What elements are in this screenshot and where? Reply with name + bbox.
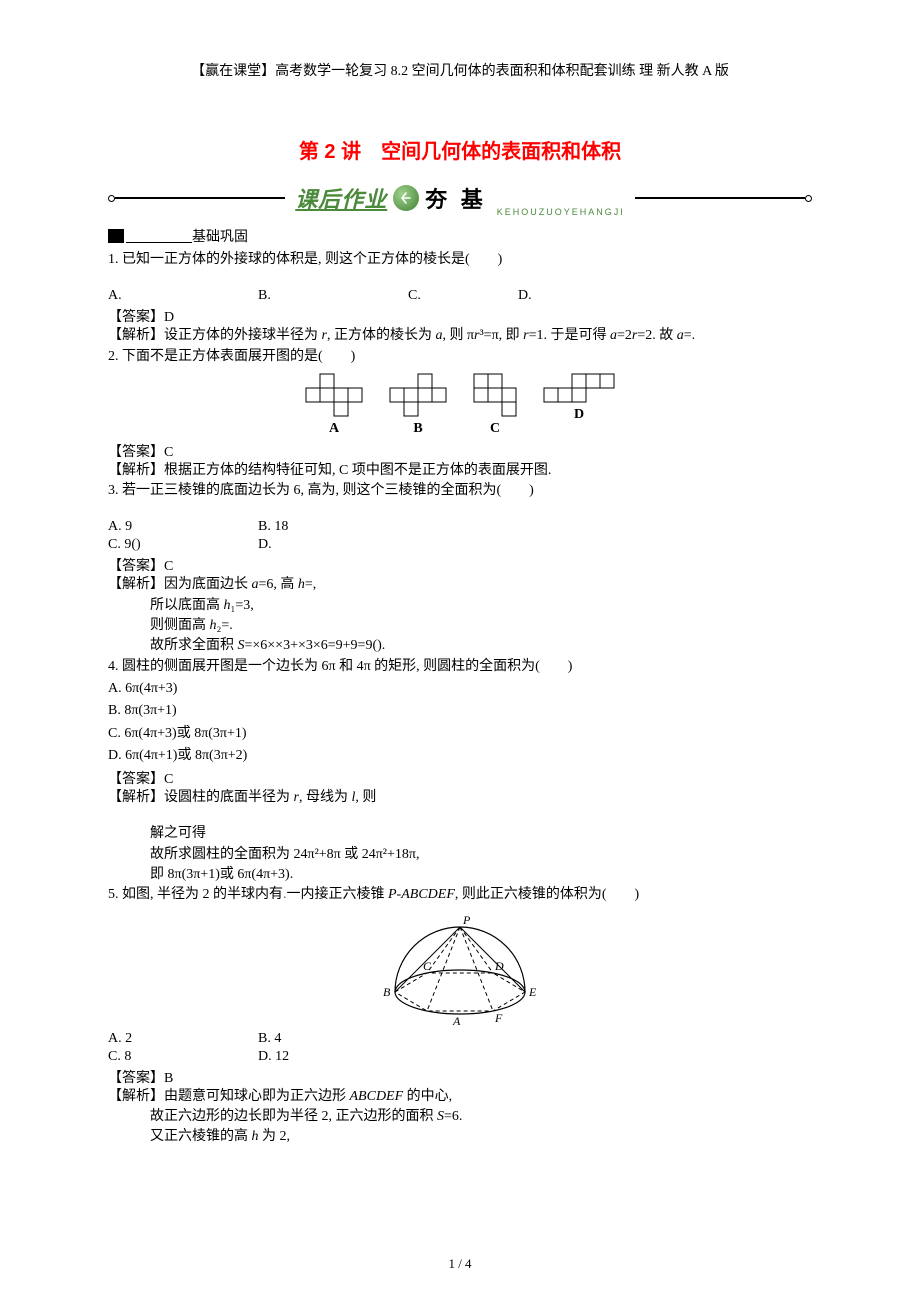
q2-net-c: C xyxy=(473,373,517,437)
q2-answer: 【答案】C xyxy=(108,441,812,461)
banner: 课后作业 夯 基 KEHOUZUOYEHANGJI xyxy=(108,182,812,214)
q5-figure-wrap: P C D B E A F xyxy=(108,912,812,1027)
section-underline xyxy=(126,229,192,243)
banner-content: 课后作业 夯 基 KEHOUZUOYEHANGJI xyxy=(285,182,635,214)
q5-label-p: P xyxy=(462,913,471,927)
q1-choice-b: B. xyxy=(258,288,408,304)
net-c-svg xyxy=(473,373,517,417)
q1-choices: A. B. C. D. xyxy=(108,288,812,304)
q5-choice-c: C. 8 xyxy=(108,1049,258,1065)
q3-choice-b: B. 18 xyxy=(258,519,408,535)
q2-label-a: A xyxy=(329,421,339,437)
q2-label-c: C xyxy=(490,421,500,437)
q5-choice-b: B. 4 xyxy=(258,1031,408,1047)
q2-label-d: D xyxy=(574,407,584,423)
net-d-svg xyxy=(543,373,615,403)
q5-label-c: C xyxy=(423,959,432,973)
q4-text: 4. 圆柱的侧面展开图是一个边长为 6π 和 4π 的矩形, 则圆柱的全面积为(… xyxy=(108,657,812,677)
q3-exp2: 所以底面高 h₁=3, xyxy=(108,596,812,616)
q5-text: 5. 如图, 半径为 2 的半球内有.一内接正六棱锥 P-ABCDEF, 则此正… xyxy=(108,885,812,905)
q4-exp3: 故所求圆柱的全面积为 24π²+8π 或 24π²+18π, xyxy=(108,845,812,865)
q5-exp1: 【解析】由题意可知球心即为正六边形 ABCDEF 的中心, xyxy=(108,1087,812,1107)
q2-net-b: B xyxy=(389,373,447,437)
q5-exp3: 又正六棱锥的高 h 为 2, xyxy=(108,1127,812,1147)
q2-explanation: 【解析】根据正方体的结构特征可知, C 项中图不是正方体的表面展开图. xyxy=(108,461,812,481)
q3-choices-row1: A. 9 B. 18 xyxy=(108,519,812,535)
q1-text: 1. 已知一正方体的外接球的体积是, 则这个正方体的棱长是( ) xyxy=(108,250,812,270)
section-label: 基础巩固 xyxy=(192,226,248,246)
q2-diagrams: A B C D xyxy=(108,373,812,437)
q4-choice-a: A. 6π(4π+3) xyxy=(108,679,812,699)
q4-choice-c: C. 6π(4π+3)或 8π(3π+1) xyxy=(108,724,812,744)
lesson-title: 第 2 讲 空间几何体的表面积和体积 xyxy=(108,135,812,164)
q5-figure: P C D B E A F xyxy=(375,912,545,1027)
q1-choice-a: A. xyxy=(108,288,258,304)
q5-label-a: A xyxy=(452,1014,461,1027)
q3-exp1: 【解析】因为底面边长 a=6, 高 h=, xyxy=(108,575,812,595)
banner-orb-icon xyxy=(393,185,419,211)
q4-exp2: 解之可得 xyxy=(108,824,812,844)
q5-exp2: 故正六边形的边长即为半径 2, 正六边形的面积 S=6. xyxy=(108,1107,812,1127)
q3-choice-a: A. 9 xyxy=(108,519,258,535)
q3-exp3: 则侧面高 h₂=. xyxy=(108,616,812,636)
q5-label-e: E xyxy=(528,985,537,999)
q4-gap xyxy=(108,808,812,824)
q5-choices-row2: C. 8 D. 12 xyxy=(108,1049,812,1065)
page-header: 【赢在课堂】高考数学一轮复习 8.2 空间几何体的表面积和体积配套训练 理 新人… xyxy=(108,60,812,80)
q5-answer: 【答案】B xyxy=(108,1067,812,1087)
q1-explanation: 【解析】设正方体的外接球半径为 r, 正方体的棱长为 a, 则 πr³=π, 即… xyxy=(108,326,812,346)
q5-text-b: 一内接正六棱锥 P-ABCDEF, 则此正六棱锥的体积为( ) xyxy=(287,887,640,902)
net-b-svg xyxy=(389,373,447,417)
q5-text-a: 5. 如图, 半径为 2 的半球内有 xyxy=(108,887,283,902)
banner-sub-text: 夯 基 xyxy=(425,182,487,214)
q5-label-d: D xyxy=(494,959,504,973)
banner-dot-right xyxy=(805,195,812,202)
banner-line-right xyxy=(635,197,805,199)
q5-choice-d: D. 12 xyxy=(258,1049,408,1065)
q5-label-b: B xyxy=(383,985,391,999)
banner-line-left xyxy=(115,197,285,199)
q3-exp4: 故所求全面积 S=×6××3+×3×6=9+9=9(). xyxy=(108,636,812,656)
q2-label-b: B xyxy=(413,421,422,437)
q3-choice-c: C. 9() xyxy=(108,537,258,553)
q4-choice-d: D. 6π(4π+1)或 8π(3π+2) xyxy=(108,746,812,766)
net-a-svg xyxy=(305,373,363,417)
q4-choice-b: B. 8π(3π+1) xyxy=(108,701,812,721)
q4-answer: 【答案】C xyxy=(108,768,812,788)
q4-exp1: 【解析】设圆柱的底面半径为 r, 母线为 l, 则 xyxy=(108,788,812,808)
q4-exp4: 即 8π(3π+1)或 6π(4π+3). xyxy=(108,865,812,885)
section-tag: 基础巩固 xyxy=(108,226,812,246)
q2-net-a: A xyxy=(305,373,363,437)
page-footer: 1 / 4 xyxy=(0,1256,920,1272)
q2-net-d: D xyxy=(543,373,615,437)
section-square-icon xyxy=(108,229,124,243)
q1-answer: 【答案】D xyxy=(108,306,812,326)
q1-choice-c: C. xyxy=(408,288,518,304)
q3-text: 3. 若一正三棱锥的底面边长为 6, 高为, 则这个三棱锥的全面积为( ) xyxy=(108,481,812,501)
q5-choice-a: A. 2 xyxy=(108,1031,258,1047)
q5-label-f: F xyxy=(494,1011,503,1025)
q5-choices-row1: A. 2 B. 4 xyxy=(108,1031,812,1047)
q3-choices-row2: C. 9() D. xyxy=(108,537,812,553)
q1-choice-d: D. xyxy=(518,288,668,304)
q3-answer: 【答案】C xyxy=(108,555,812,575)
banner-pinyin: KEHOUZUOYEHANGJI xyxy=(497,207,625,217)
banner-main-text: 课后作业 xyxy=(295,182,387,214)
q3-choice-d: D. xyxy=(258,537,408,553)
banner-dot-left xyxy=(108,195,115,202)
q2-text: 2. 下面不是正方体表面展开图的是( ) xyxy=(108,347,812,367)
